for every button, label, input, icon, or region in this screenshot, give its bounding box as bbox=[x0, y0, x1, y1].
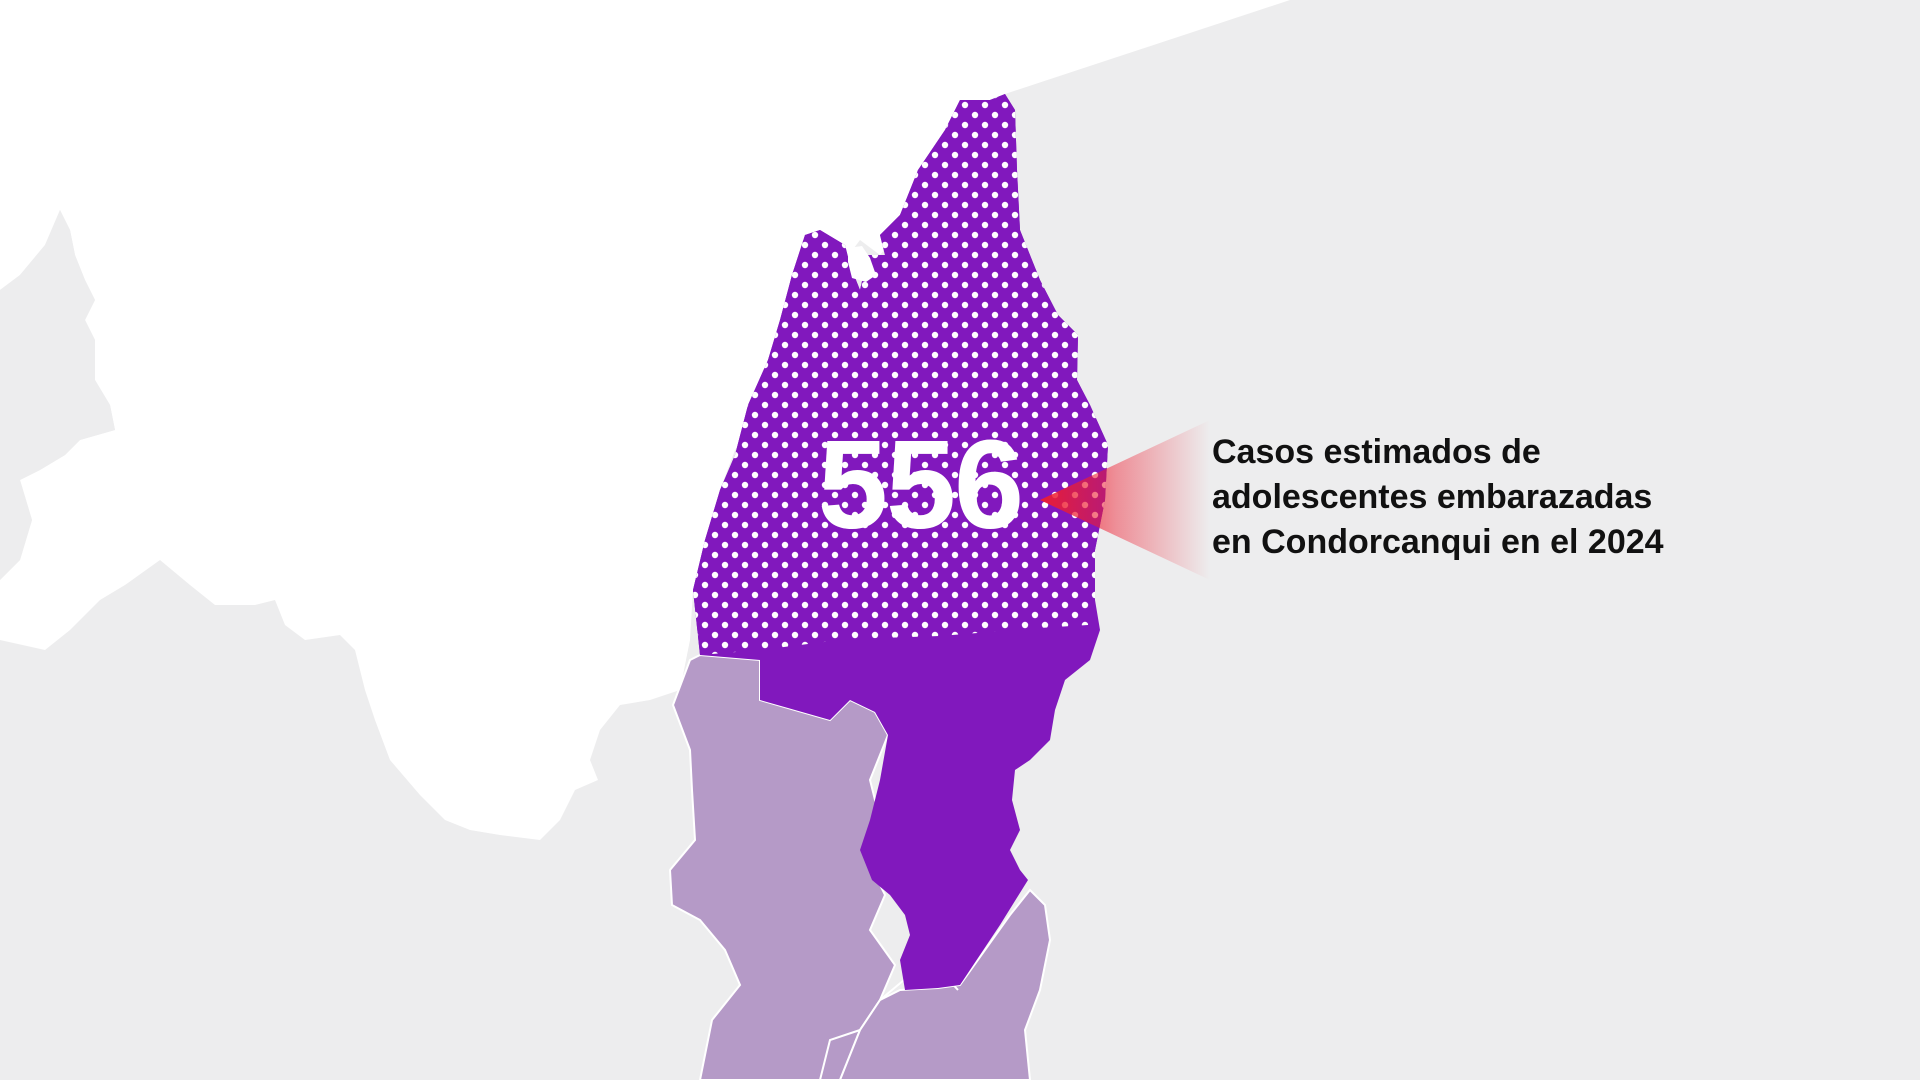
callout-label-line: en Condorcanqui en el 2024 bbox=[1212, 523, 1664, 561]
west-land bbox=[0, 210, 115, 580]
highlight-region-dotted bbox=[693, 94, 1108, 655]
callout-label-line: Casos estimados de bbox=[1212, 433, 1541, 471]
callout-pointer bbox=[1040, 420, 1210, 580]
callout-label-line: adolescentes embarazadas bbox=[1212, 478, 1653, 516]
highlight-value: 556 bbox=[817, 414, 1024, 555]
outside-area bbox=[0, 0, 1290, 840]
callout-label: Casos estimados de adolescentes embaraza… bbox=[1212, 430, 1732, 565]
north-notch bbox=[848, 246, 876, 282]
neighbor-region-south bbox=[838, 888, 1052, 1080]
